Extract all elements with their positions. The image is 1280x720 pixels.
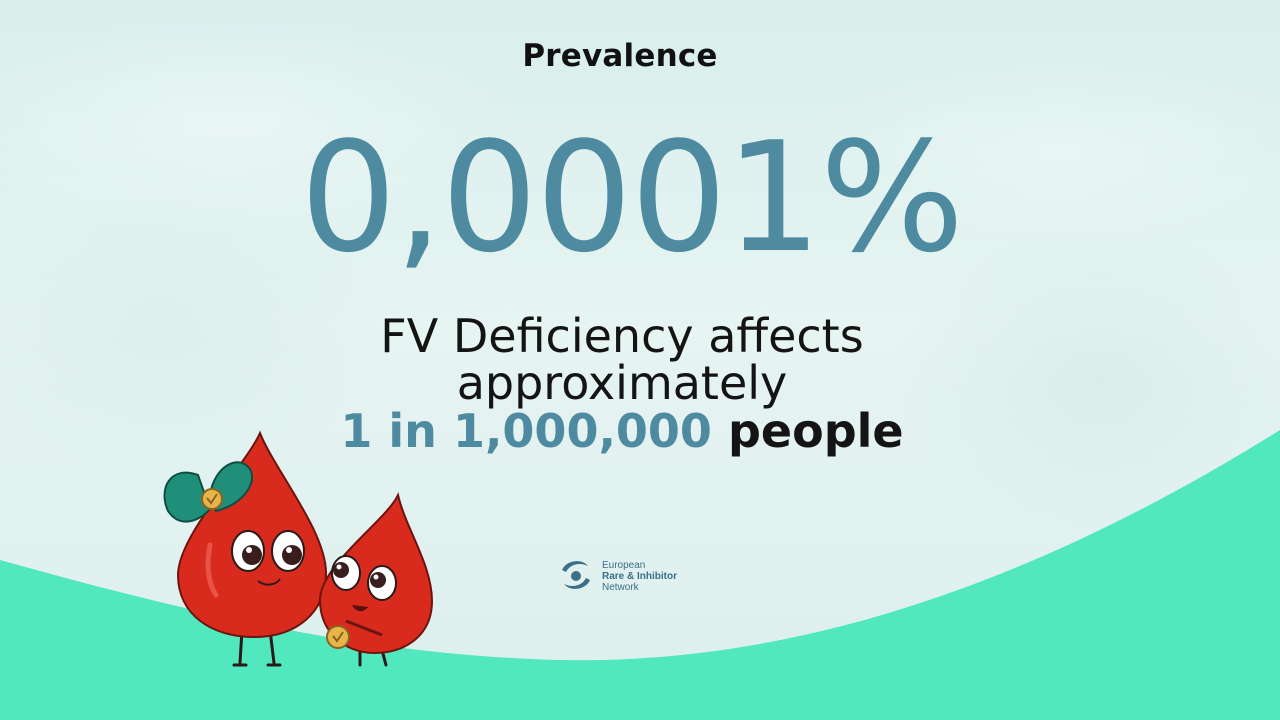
prevalence-percentage: 0,0001% — [300, 109, 964, 286]
people-word: people — [727, 404, 904, 458]
description-line-1: FV Deficiency affects — [380, 309, 864, 363]
ratio-highlight: 1 in 1,000,000 — [340, 404, 712, 458]
blood-drop-mascots-icon — [163, 430, 434, 667]
logo-line-2: Rare & Inhibitor — [602, 571, 678, 582]
description-line-3: 1 in 1,000,000 people — [0, 405, 1244, 457]
ern-logo-text: European Rare & Inhibitor Network — [602, 560, 677, 593]
logo-line-3: Network — [602, 582, 639, 593]
description-line-2: approximately — [456, 356, 788, 410]
ern-logo-icon — [562, 561, 590, 589]
slide-title: Prevalence — [522, 38, 718, 74]
ern-logo: European Rare & Inhibitor Network — [556, 558, 706, 598]
logo-line-1: European — [602, 560, 646, 571]
